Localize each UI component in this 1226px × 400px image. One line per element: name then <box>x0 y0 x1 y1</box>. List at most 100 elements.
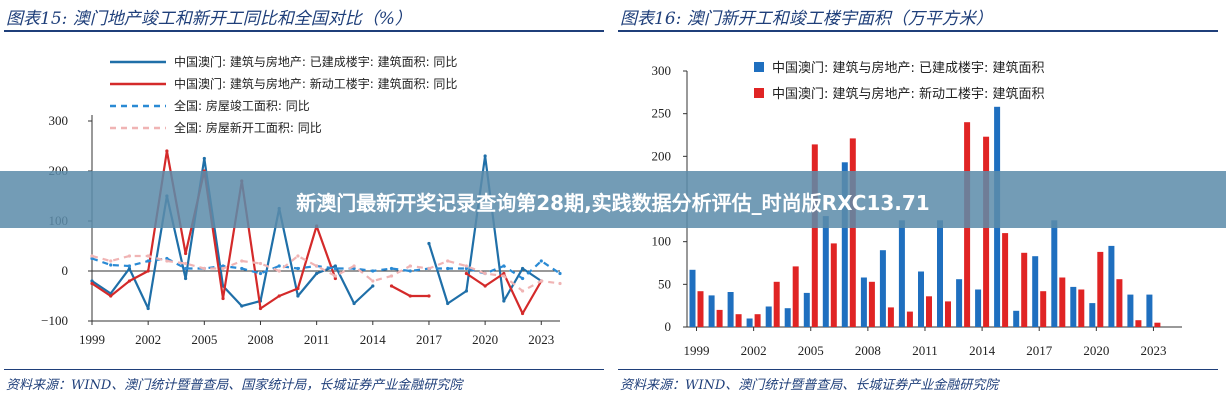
right-bar <box>849 138 856 327</box>
left-data-point <box>296 294 300 298</box>
left-data-point <box>240 304 244 308</box>
left-data-point <box>277 269 281 273</box>
left-data-point <box>165 149 169 153</box>
right-bar <box>1097 251 1104 327</box>
left-data-point <box>502 264 506 268</box>
right-bar <box>1078 289 1085 327</box>
left-data-point <box>277 294 281 298</box>
left-data-point <box>483 154 487 158</box>
right-bar <box>792 266 799 327</box>
left-data-point <box>520 311 525 316</box>
right-bar <box>918 271 924 327</box>
right-bar <box>926 296 932 327</box>
left-data-point <box>464 266 468 271</box>
left-chart-title: 图表15: 澳门地产竣工和新开工同比和全国对比（%） <box>6 9 412 29</box>
left-data-point <box>221 264 225 268</box>
left-data-point <box>502 299 506 303</box>
left-data-point <box>427 294 431 298</box>
left-legend-label: 全国: 房屋竣工面积: 同比 <box>174 98 310 113</box>
left-data-point <box>109 259 113 263</box>
left-data-point <box>146 269 150 273</box>
right-bar <box>708 295 715 327</box>
left-data-point <box>315 264 319 268</box>
left-series-4 <box>90 254 562 293</box>
right-legend-key <box>754 88 764 98</box>
left-data-point <box>558 281 562 286</box>
right-bar <box>811 144 818 327</box>
right-bar <box>841 162 848 327</box>
left-data-point <box>221 296 225 301</box>
left-data-point <box>184 266 188 271</box>
right-bar <box>1127 294 1134 327</box>
left-series-line <box>91 257 561 280</box>
right-x-tick-label: 2020 <box>1083 343 1109 358</box>
right-bar <box>754 314 761 327</box>
left-source-rule <box>4 369 604 370</box>
left-data-point <box>90 254 94 258</box>
left-data-point <box>520 266 525 271</box>
right-bar <box>887 307 894 327</box>
left-data-point <box>296 254 300 258</box>
right-bar <box>1146 294 1153 327</box>
left-data-point <box>483 284 487 288</box>
left-data-point <box>109 294 113 298</box>
left-data-point <box>258 261 263 266</box>
right-bar <box>879 250 886 327</box>
left-data-point <box>127 254 132 258</box>
overlay-banner: 新澳门最新开奖记录查询第28期,实践数据分析评估_时尚版RXC13.71 <box>0 171 1226 228</box>
right-bar <box>1108 245 1115 327</box>
left-data-point <box>146 306 150 311</box>
right-bar <box>945 301 951 327</box>
left-data-point <box>464 264 468 268</box>
left-data-point <box>427 266 431 271</box>
left-x-tick-label: 2011 <box>304 332 330 347</box>
right-bar <box>1070 286 1077 327</box>
left-x-tick-label: 2008 <box>247 332 273 347</box>
right-bar <box>1135 320 1142 327</box>
right-x-tick-label: 2008 <box>855 343 881 358</box>
left-data-point <box>352 266 356 271</box>
right-source-rule <box>618 369 1218 370</box>
right-bar <box>1154 322 1161 327</box>
left-data-point <box>277 264 281 268</box>
left-data-point <box>146 254 150 258</box>
right-x-tick-label: 2017 <box>1026 343 1053 358</box>
right-bar <box>746 318 753 327</box>
right-chart-source: 资料来源：WIND、澳门统计暨普查局、长城证券产业金融研究院 <box>620 378 999 393</box>
right-bar <box>822 216 829 327</box>
right-bar <box>716 309 723 327</box>
left-y-tick-label: 300 <box>49 113 69 128</box>
right-bar <box>727 292 734 327</box>
right-y-tick-label: 300 <box>652 63 672 78</box>
left-legend-label: 中国澳门: 建筑与房地产: 已建成楼宇: 建筑面积: 同比 <box>174 54 457 69</box>
left-data-point <box>539 259 543 263</box>
left-data-point <box>333 266 337 271</box>
left-data-point <box>184 261 188 266</box>
left-x-tick-label: 2014 <box>360 332 387 347</box>
left-data-point <box>296 286 300 291</box>
right-bar <box>735 314 742 327</box>
right-bar <box>1013 310 1020 327</box>
left-data-point <box>258 306 263 311</box>
right-x-tick-label: 2011 <box>912 343 938 358</box>
left-data-point <box>127 264 132 268</box>
right-y-tick-label: 50 <box>658 276 671 291</box>
right-bar <box>898 220 905 327</box>
left-data-point <box>258 271 263 276</box>
right-x-tick-label: 2014 <box>969 343 996 358</box>
left-data-point <box>184 251 188 256</box>
left-data-point <box>408 294 412 298</box>
right-bar <box>773 281 780 327</box>
left-data-point <box>165 256 169 261</box>
left-data-point <box>333 276 337 281</box>
left-data-point <box>389 284 394 288</box>
left-data-point <box>352 301 356 306</box>
left-data-point <box>408 264 412 268</box>
right-bar <box>1051 220 1058 327</box>
left-data-point <box>483 271 487 276</box>
left-data-point <box>371 279 375 283</box>
right-x-tick-label: 2005 <box>798 343 824 358</box>
left-data-point <box>90 279 94 283</box>
left-data-point <box>464 271 468 276</box>
left-data-point <box>333 274 337 278</box>
